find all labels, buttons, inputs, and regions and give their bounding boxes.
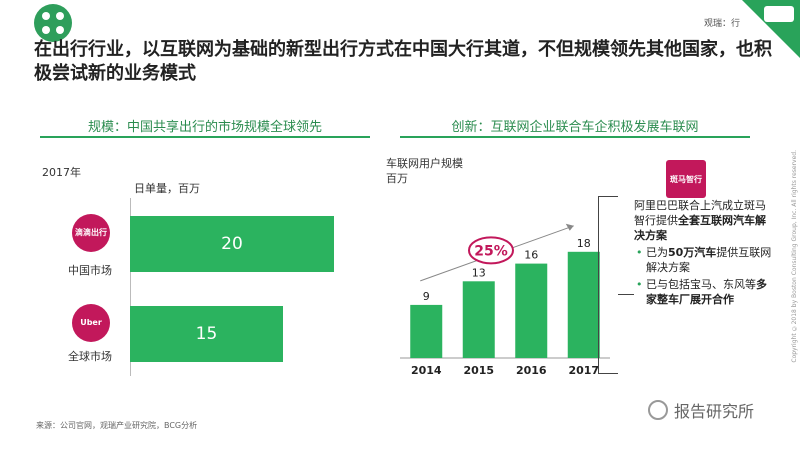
- zebra-logo: 斑马智行: [666, 160, 706, 198]
- bar-value-china: 20: [221, 234, 243, 254]
- bracket-line: [598, 196, 618, 374]
- annotation-bullets: 已为50万汽车提供互联网解决方案 已与包括宝马、东风等多家整车厂展开合作: [634, 245, 774, 307]
- bullet-pre: 已与包括宝马、东风等: [646, 278, 756, 291]
- market-label-global: 全球市场: [68, 350, 112, 363]
- page-headline: 在出行行业，以互联网为基础的新型出行方式在中国大行其道，不但规模领先其他国家，也…: [34, 39, 772, 84]
- x-tick-label: 2017: [568, 364, 599, 377]
- right-chart-unit: 百万: [386, 172, 408, 185]
- right-section-divider: [400, 136, 750, 138]
- bracket-tick: [618, 294, 634, 295]
- bar-value-label: 18: [577, 237, 591, 250]
- right-chart-title: 车联网用户规模 百万: [386, 156, 463, 186]
- bar-2016: [515, 263, 548, 358]
- annotation-text: 阿里巴巴联合上汽成立斑马智行提供全套互联网汽车解决方案 已为50万汽车提供互联网…: [634, 198, 774, 307]
- left-section-divider: [40, 136, 370, 138]
- left-chart-unit: 日单量，百万: [134, 182, 200, 195]
- bullet-bold: 多家整车厂展开合作: [646, 278, 767, 306]
- growth-label: 25%: [474, 243, 508, 259]
- bar-2014: [410, 304, 443, 358]
- left-chart-year: 2017年: [42, 166, 81, 179]
- bar-value-label: 16: [524, 249, 538, 262]
- bcg-corner-icon: [764, 6, 794, 22]
- bar-global-market: 15: [130, 306, 283, 362]
- bar-2017: [567, 251, 600, 358]
- x-tick-label: 2016: [516, 364, 547, 377]
- x-tick-label: 2015: [463, 364, 494, 377]
- right-section-title: 创新：互联网企业联合车企积极发展车联网: [451, 120, 699, 135]
- bar-value-global: 15: [195, 324, 218, 344]
- x-tick-label: 2014: [411, 364, 442, 377]
- bar-value-label: 13: [472, 266, 486, 279]
- list-item: 已为50万汽车提供互联网解决方案: [634, 245, 774, 275]
- annotation-intro: 阿里巴巴联合上汽成立斑马智行提供: [634, 199, 766, 227]
- right-chart-title-text: 车联网用户规模: [386, 157, 463, 170]
- source-note: 来源：公司官网，观瑞产业研究院，BCG分析: [36, 421, 198, 430]
- watermark: 报告研究所: [648, 398, 754, 422]
- growth-arrow-head: [565, 223, 574, 231]
- watermark-text: 报告研究所: [674, 402, 755, 421]
- bullet-post: 提供互联网解决方案: [646, 246, 772, 274]
- uber-logo: Uber: [72, 304, 110, 342]
- annotation-intro-bold: 全套互联网汽车解决方案: [634, 214, 766, 242]
- bar-value-label: 9: [423, 290, 430, 303]
- growth-badge: [468, 236, 514, 265]
- brand-logo-icon: [34, 4, 72, 42]
- bullet-bold: 50万汽车: [668, 246, 717, 259]
- top-right-label: 观瑞：行: [703, 19, 740, 29]
- left-section-title: 规模：中国共享出行的市场规模全球领先: [87, 120, 322, 135]
- bar-2015: [462, 281, 495, 358]
- didi-logo: 滴滴出行: [72, 214, 110, 252]
- left-chart-axis: [130, 198, 131, 376]
- copyright-note: Copyright ©2018 by Boston Consulting Gro…: [791, 150, 798, 363]
- list-item: 已与包括宝马、东风等多家整车厂展开合作: [634, 277, 774, 307]
- bar-china-market: 20: [130, 216, 334, 272]
- bullet-pre: 已为: [646, 246, 668, 259]
- wechat-icon: [648, 400, 668, 420]
- iov-user-bar-chart: 9 2014 13 2015 16 2016 18 2017 25%: [400, 223, 610, 377]
- market-label-china: 中国市场: [68, 264, 112, 277]
